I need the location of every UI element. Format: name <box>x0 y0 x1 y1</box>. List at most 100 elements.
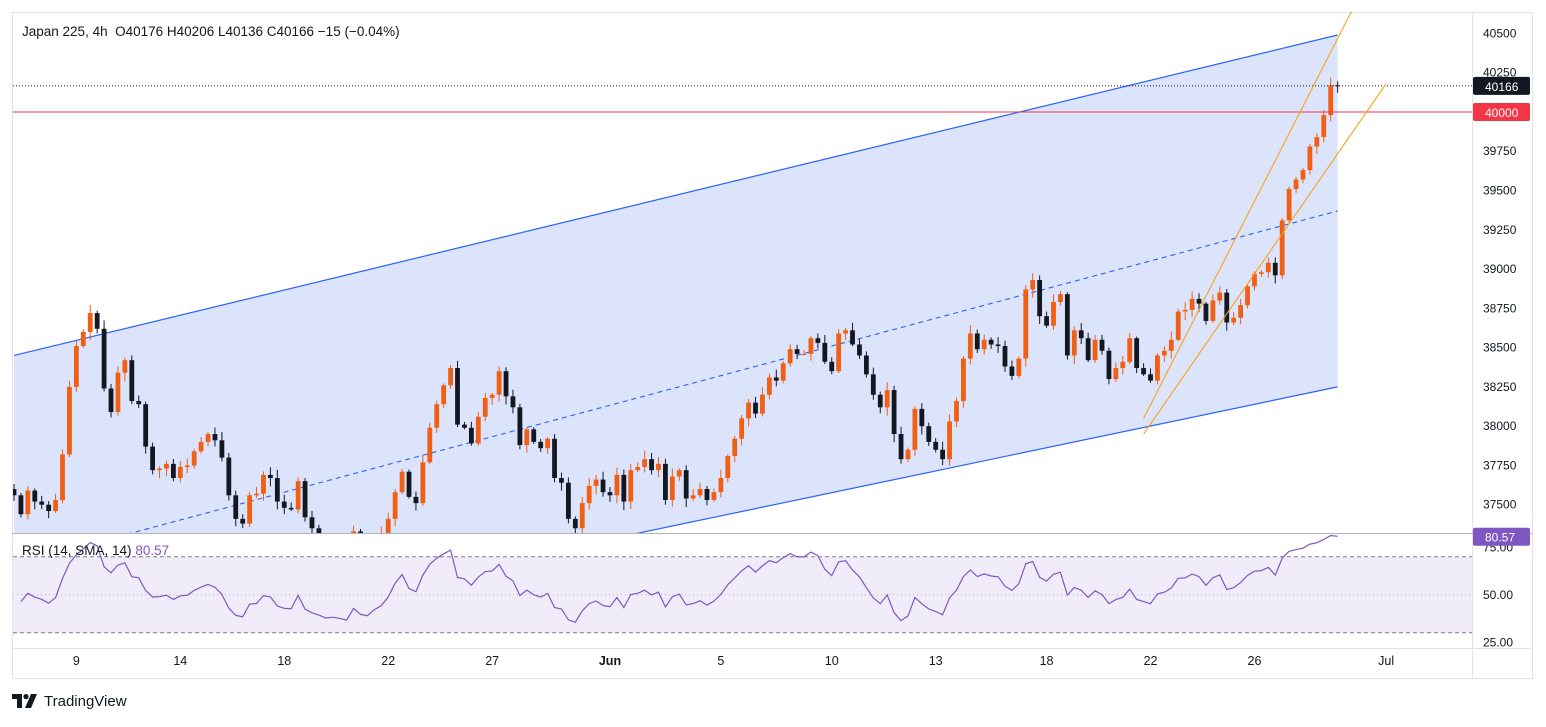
tradingview-logo[interactable]: TradingView <box>12 690 127 712</box>
candle <box>635 462 641 473</box>
candle <box>1238 298 1244 325</box>
candle-body <box>302 481 308 518</box>
candle-body <box>288 507 294 510</box>
candle-body <box>482 397 488 417</box>
interval-label[interactable]: 4h <box>92 24 108 39</box>
candle <box>586 477 592 510</box>
candle <box>905 447 911 463</box>
candle-body <box>358 531 363 533</box>
candle <box>552 434 557 483</box>
candle-body <box>170 463 176 479</box>
candle-body <box>649 459 654 471</box>
price-axis[interactable]: 40500 40250 39750 39500 39250 39000 38750 38500… <box>1473 26 1530 512</box>
rsi-line <box>20 534 1338 624</box>
candle-body <box>365 546 370 549</box>
candle-body <box>80 331 86 347</box>
candle-body <box>191 451 197 466</box>
candle-body <box>496 371 502 395</box>
candle <box>406 469 412 499</box>
candle-body <box>801 353 807 355</box>
candle-body <box>746 402 751 419</box>
candle-body <box>732 438 738 457</box>
candle <box>288 502 294 512</box>
candle-body <box>690 495 696 499</box>
candle <box>157 466 162 479</box>
candle-body <box>961 358 966 402</box>
candle-body <box>967 333 973 359</box>
candle-body <box>205 434 211 442</box>
parallel-channel[interactable] <box>13 34 1338 664</box>
candle <box>191 448 197 469</box>
candle <box>233 490 239 527</box>
candle <box>524 427 530 453</box>
candle-body <box>1092 339 1098 361</box>
candle <box>538 438 544 452</box>
candle <box>94 310 100 334</box>
candle-body <box>67 386 72 455</box>
candle <box>489 393 495 405</box>
candle <box>1279 218 1285 280</box>
candle <box>766 373 772 400</box>
candle <box>496 366 502 402</box>
candle-body <box>877 394 883 408</box>
candle-body <box>884 390 890 408</box>
candle-body <box>101 328 107 389</box>
candle <box>954 397 959 428</box>
ascending-channel-lower-line[interactable] <box>1143 83 1387 435</box>
candle <box>829 357 835 375</box>
candle-body <box>898 434 904 460</box>
candle-body <box>32 490 38 502</box>
candle-body <box>988 339 994 345</box>
candle-body <box>1141 368 1146 375</box>
candle <box>746 398 751 427</box>
candle-body <box>184 465 190 468</box>
candle <box>760 387 765 417</box>
channel-lower-line[interactable] <box>14 386 1338 664</box>
last-price-badge <box>1473 76 1530 95</box>
candle <box>884 382 890 416</box>
time-tick-label: Jun <box>599 654 621 668</box>
rsi-label[interactable]: RSI (14, SMA, 14) <box>22 543 132 558</box>
candle <box>1300 167 1306 184</box>
time-tick-label: 26 <box>1248 654 1262 668</box>
candle <box>940 441 946 466</box>
candle-body <box>1321 115 1327 138</box>
rsi-value-badge <box>1473 527 1530 546</box>
candle <box>1321 110 1327 143</box>
candle <box>967 325 973 365</box>
candle-body <box>323 535 328 544</box>
channel-fill <box>14 34 1338 533</box>
candle-body <box>1210 300 1216 321</box>
candle <box>850 322 855 347</box>
price-tick-label: 39000 <box>1483 262 1517 276</box>
candle-body <box>857 344 862 356</box>
tradingview-logo-icon <box>12 694 37 708</box>
candle-body <box>1106 350 1112 380</box>
candle-body <box>836 333 842 372</box>
candle-body <box>559 478 564 483</box>
time-tick-label: 27 <box>485 654 499 668</box>
candle-body <box>628 470 634 502</box>
candle <box>32 488 38 510</box>
chart-border <box>12 12 1533 679</box>
candle-body <box>1189 298 1195 310</box>
time-axis[interactable]: 9 14 18 22 27 Jun 5 10 13 18 22 26 Jul <box>73 654 1394 668</box>
channel-upper-line[interactable] <box>13 34 1338 357</box>
candle <box>226 452 232 501</box>
candle-body <box>572 518 578 529</box>
candle-body <box>1286 188 1292 221</box>
ascending-channel[interactable] <box>1143 11 1387 435</box>
candle <box>898 426 904 464</box>
candle-body <box>753 402 758 414</box>
candle <box>261 471 266 501</box>
candle-body <box>760 394 765 414</box>
symbol-name[interactable]: Japan 225 <box>22 24 86 39</box>
candle-body <box>676 470 682 477</box>
ascending-channel-upper-line[interactable] <box>1143 11 1352 419</box>
candle <box>794 344 800 360</box>
candle-body <box>739 418 745 439</box>
candle <box>1016 356 1022 379</box>
